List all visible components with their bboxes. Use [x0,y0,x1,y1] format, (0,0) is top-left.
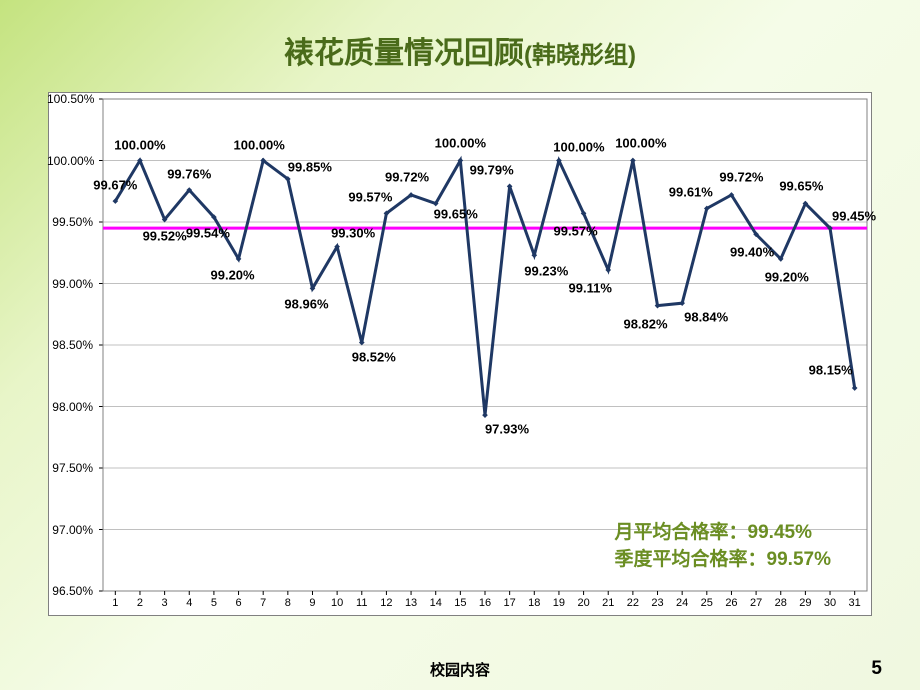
y-axis-label: 98.50% [47,338,93,352]
x-axis-label: 23 [651,597,663,609]
x-axis-label: 17 [504,597,516,609]
data-point-label: 98.84% [684,310,728,325]
x-axis-label: 16 [479,597,491,609]
x-axis-label: 11 [356,597,367,609]
x-axis-label: 8 [285,597,291,609]
y-axis-label: 100.00% [47,154,93,168]
x-axis-label: 1 [112,597,118,609]
x-axis-label: 7 [260,597,266,609]
data-point-label: 100.00% [553,139,604,154]
x-axis-label: 29 [799,597,811,609]
data-point-label: 99.65% [779,178,823,193]
data-point-label: 99.57% [554,224,598,239]
x-axis-label: 28 [775,597,787,609]
data-point-label: 98.96% [284,297,328,312]
data-point-label: 98.82% [623,316,667,331]
footer-text: 校园内容 [0,659,920,680]
slide-title: 裱花质量情况回顾(韩晓彤组) [0,28,920,72]
x-axis-label: 4 [186,597,192,609]
data-point-label: 98.52% [352,349,396,364]
x-axis-label: 15 [454,597,466,609]
y-axis-label: 97.50% [47,461,93,475]
data-point-label: 99.54% [186,226,230,241]
data-point-label: 99.72% [385,169,429,184]
data-point-label: 100.00% [114,137,165,152]
data-point-label: 99.20% [765,269,809,284]
x-axis-label: 24 [676,597,688,609]
x-axis-label: 20 [577,597,589,609]
page-number: 5 [871,658,882,680]
slide: 裱花质量情况回顾(韩晓彤组) 月平均合格率：99.45% 季度平均合格率：99.… [0,0,920,690]
line-chart: 月平均合格率：99.45% 季度平均合格率：99.57% 96.50% 97.00… [48,92,872,616]
x-axis-label: 31 [849,597,861,609]
title-main: 裱花质量情况回顾 [284,37,524,70]
data-point-label: 99.85% [288,159,332,174]
x-axis-label: 12 [380,597,392,609]
data-point-label: 99.30% [331,225,375,240]
stats-block: 月平均合格率：99.45% 季度平均合格率：99.57% [615,517,831,571]
data-point-label: 99.57% [348,190,392,205]
data-point-label: 100.00% [234,137,285,152]
y-axis-label: 98.00% [47,400,93,414]
x-axis-label: 30 [824,597,836,609]
y-axis-label: 100.50% [47,92,93,106]
data-point-label: 99.65% [434,206,478,221]
data-point-label: 97.93% [485,422,529,437]
data-point-label: 99.72% [719,169,763,184]
data-point-label: 99.40% [730,245,774,260]
data-point-label: 99.76% [167,167,211,182]
x-axis-label: 5 [211,597,217,609]
data-point-label: 98.15% [809,363,853,378]
data-point-label: 99.23% [524,264,568,279]
data-point-label: 99.20% [211,267,255,282]
data-point-label: 99.52% [143,228,187,243]
x-axis-label: 27 [750,597,762,609]
x-axis-label: 13 [405,597,417,609]
x-axis-label: 18 [528,597,540,609]
y-axis-label: 97.00% [47,523,93,537]
title-sub: (韩晓彤组) [524,42,636,69]
x-axis-label: 21 [602,597,614,609]
x-axis-label: 2 [137,597,143,609]
x-axis-label: 22 [627,597,639,609]
y-axis-label: 99.50% [47,215,93,229]
data-point-label: 99.67% [93,178,137,193]
data-point-label: 99.61% [669,185,713,200]
quarter-avg: 季度平均合格率：99.57% [615,544,831,571]
y-axis-label: 99.00% [47,277,93,291]
data-point-label: 99.79% [470,163,514,178]
x-axis-label: 14 [430,597,442,609]
x-axis-label: 3 [162,597,168,609]
x-axis-label: 10 [331,597,343,609]
monthly-avg: 月平均合格率：99.45% [615,517,831,544]
x-axis-label: 19 [553,597,565,609]
data-point-label: 100.00% [435,135,486,150]
y-axis-label: 96.50% [47,584,93,598]
x-axis-label: 6 [235,597,241,609]
data-point-label: 100.00% [615,135,666,150]
x-axis-label: 25 [701,597,713,609]
x-axis-label: 9 [309,597,315,609]
data-point-label: 99.45% [832,209,876,224]
x-axis-label: 26 [725,597,737,609]
data-point-label: 99.11% [569,280,612,295]
